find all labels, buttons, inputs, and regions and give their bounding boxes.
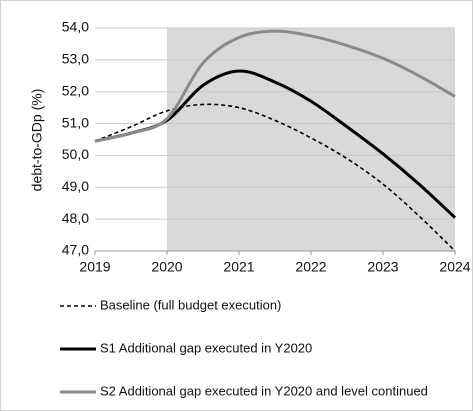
x-tick-label: 2020 (151, 259, 182, 275)
y-tick-label: 54,0 (62, 19, 89, 35)
x-tick-label: 2024 (439, 259, 470, 275)
y-tick-label: 53,0 (62, 51, 89, 67)
shaded-region (167, 28, 455, 251)
x-tick-label: 2021 (223, 259, 254, 275)
x-tick-label: 2023 (367, 259, 398, 275)
x-tick-label: 2019 (79, 259, 110, 275)
legend-label: S1 Additional gap executed in Y2020 (100, 340, 312, 355)
legend-label: S2 Additional gap executed in Y2020 and … (100, 383, 428, 398)
y-axis-label: debt-to-GDp (%) (29, 89, 45, 192)
y-tick-label: 52,0 (62, 82, 89, 98)
y-tick-label: 48,0 (62, 210, 89, 226)
y-tick-label: 49,0 (62, 178, 89, 194)
x-tick-label: 2022 (295, 259, 326, 275)
y-tick-label: 50,0 (62, 146, 89, 162)
line-series (94, 29, 456, 143)
y-tick-label: 51,0 (62, 114, 89, 130)
line-series (94, 103, 456, 252)
legend-label: Baseline (full budget execution) (100, 297, 281, 312)
y-tick-label: 47,0 (62, 242, 89, 258)
